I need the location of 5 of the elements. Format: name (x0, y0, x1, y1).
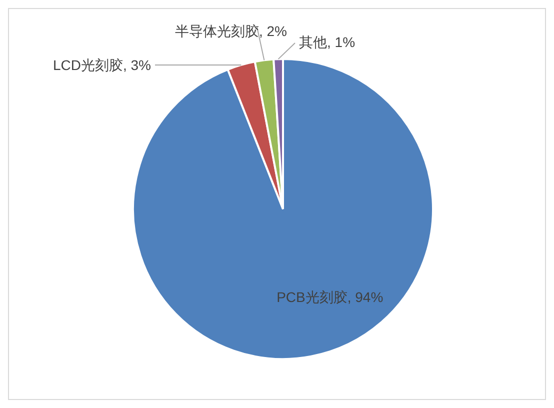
slice-label: 其他, 1% (299, 34, 356, 50)
pie-slice (132, 58, 434, 360)
slice-label: LCD光刻胶, 3% (52, 56, 151, 75)
slice-label: PCB光刻胶, 94% (276, 288, 384, 308)
slice-label: 半导体光刻胶, 2% (174, 23, 287, 39)
